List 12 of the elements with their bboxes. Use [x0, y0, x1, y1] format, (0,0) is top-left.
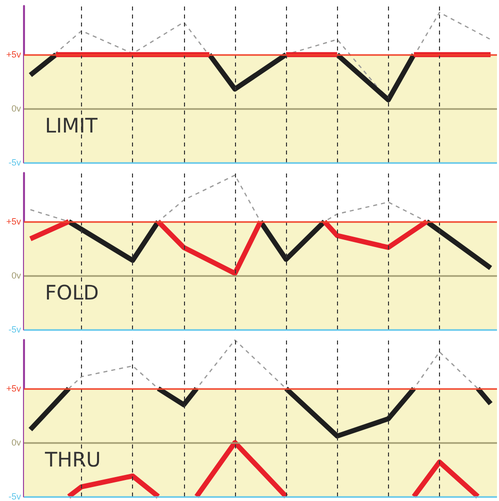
y-tick-label: +5v	[6, 384, 22, 394]
text: THRU	[44, 448, 101, 472]
y-tick-label: +5v	[6, 216, 22, 227]
y-tick-label: 0v	[11, 104, 22, 114]
text: LIMIT	[45, 114, 98, 138]
y-tick-label: -5v	[8, 324, 22, 334]
y-tick-label: 0v	[11, 270, 22, 281]
text: FOLD	[45, 280, 99, 305]
y-tick-label: -5v	[8, 158, 22, 168]
y-tick-label: 0v	[11, 438, 22, 448]
y-tick-label: -5v	[8, 492, 22, 501]
y-tick-label: +5v	[6, 50, 22, 60]
